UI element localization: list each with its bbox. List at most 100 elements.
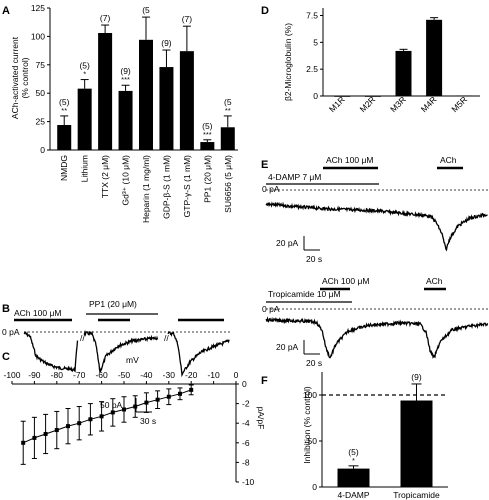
panel-b-scale-x-label: 30 s <box>140 416 156 426</box>
panel-f-y-tick-label: 100 <box>303 390 317 400</box>
panel-e-bottom-drug-label: Tropicamide 10 μM <box>268 289 341 299</box>
panel-d: β2-Microglobulin (%) 02.557.5 M1R M2R M3R M… <box>283 8 480 114</box>
panel-c-x-tick-label: -80 <box>51 370 64 380</box>
panel-c-point <box>32 435 37 440</box>
panel-d-category-label: M1R <box>327 94 347 114</box>
panel-f-significance: * <box>352 456 355 465</box>
panel-e-bottom-trace <box>265 316 489 359</box>
panel-a: ACh-activated current (% control) 0 25 50 7… <box>10 3 238 223</box>
panel-e-bottom-ach2-label: ACh <box>426 276 443 286</box>
panel-c: mV pA/pF -100 -90 -80 -70 -60 -50 -40 -30 -20 -10… <box>3 355 266 487</box>
panel-f-y-tick-label: 0 <box>312 482 317 492</box>
panel-a-significance: ** <box>61 106 67 115</box>
panel-c-point <box>166 394 171 399</box>
panel-a-bar <box>77 88 92 150</box>
panel-d-y-tick-label: 5 <box>313 37 318 47</box>
panel-a-n-label: (5) <box>202 121 213 131</box>
panel-f-letter: F <box>261 375 268 387</box>
panel-f-y-ticks: 0 50 100 <box>303 390 322 492</box>
panel-a-category-label: NMDG <box>59 155 69 181</box>
panel-a-significance: * <box>83 70 86 79</box>
panel-a-y-tick-label: 50 <box>36 88 46 98</box>
panel-a-n-label: (9) <box>120 66 131 76</box>
panel-d-y-tick-label: 7.5 <box>306 11 318 21</box>
panel-d-letter: D <box>261 5 269 17</box>
panel-c-y-tick-label: -2 <box>242 399 250 409</box>
panel-c-point <box>54 428 59 433</box>
panel-e-top-scale-y-label: 20 pA <box>276 238 299 248</box>
panel-d-bars <box>334 17 473 97</box>
panel-c-point <box>178 391 182 396</box>
panel-a-bar <box>220 127 235 150</box>
panel-c-point <box>66 424 70 429</box>
panel-a-ylabel-line2: (% control) <box>20 57 30 98</box>
panel-d-bar <box>456 95 473 97</box>
panel-b-ach-label: ACh 100 μM <box>14 308 61 318</box>
panel-a-category-label: Lithium <box>80 155 90 182</box>
panel-b-scale-y-label: 50 pA <box>100 400 123 410</box>
panel-c-point <box>43 431 48 436</box>
panel-a-significance: *** <box>203 130 212 139</box>
panel-a-y-tick-label: 125 <box>31 3 45 13</box>
panel-c-y-tick-label: -6 <box>242 438 250 448</box>
panel-b: ACh 100 μM PP1 (20 μM) 0 pA // // 50 pA … <box>2 299 230 426</box>
panel-c-point <box>110 410 115 415</box>
panel-b-pp1-label: PP1 (20 μM) <box>89 299 137 309</box>
panel-d-bar <box>364 96 381 97</box>
panel-a-category-label: PP1 (20 μM) <box>202 155 212 203</box>
panel-c-point <box>21 440 26 445</box>
panel-d-x-labels: M1R M2R M3R M4R M5R <box>327 94 469 114</box>
panel-f-bar <box>400 400 433 487</box>
panel-a-ylabel-line1: ACh-activated current <box>10 36 20 119</box>
panel-d-y-tick-label: 2.5 <box>306 64 318 74</box>
panel-f-n-label: (9) <box>411 372 422 382</box>
panel-a-bar <box>98 32 113 150</box>
panel-c-x-tick-label: -20 <box>185 370 198 380</box>
panel-c-y-tick-label: -4 <box>242 418 250 428</box>
panel-c-x-tick-label: -50 <box>118 370 131 380</box>
panel-e-top: ACh 100 μM 4-DAMP 7 μM ACh 0 pA 20 pA 20… <box>262 155 488 264</box>
panel-c-point <box>133 404 138 409</box>
panel-b-break-2: // <box>164 333 169 343</box>
panel-f-ylabel: Inhibition (% control) <box>302 386 312 464</box>
panel-d-category-label: M3R <box>388 94 408 114</box>
panel-e-top-zero-label: 0 pA <box>262 184 280 194</box>
panel-b-current-trace <box>167 330 230 378</box>
panel-a-n-label: (5 <box>224 97 232 107</box>
panel-c-xlabel: mV <box>126 355 139 365</box>
panel-a-y-tick-label: 75 <box>36 60 46 70</box>
panel-c-x-tick-label: -70 <box>73 370 86 380</box>
panel-c-x-tick-label: 0 <box>234 370 239 380</box>
panel-a-y-tick-label: 0 <box>40 145 45 155</box>
panel-a-letter: A <box>2 5 10 17</box>
panel-c-point <box>99 414 104 419</box>
panel-a-bar <box>118 90 133 150</box>
panel-e-top-ach2-label: ACh <box>440 155 457 165</box>
panel-e-top-trace <box>265 201 488 252</box>
panel-f-y-tick-label: 50 <box>308 436 318 446</box>
panel-a-category-label: SU6656 (5 μM) <box>223 155 233 213</box>
panel-d-y-tick-label: 0 <box>313 91 318 101</box>
panel-a-n-label: (5) <box>59 97 70 107</box>
panel-f: Inhibition (% control) 0 50 100 *(5) (9) 4-… <box>302 372 448 500</box>
panel-b-letter: B <box>2 303 10 315</box>
panel-c-line <box>22 389 192 444</box>
panel-a-category-label: TTX (2 μM) <box>100 155 110 198</box>
panel-c-letter: C <box>2 351 10 363</box>
panel-c-x-ticks: -100 -90 -80 -70 -60 -50 -40 -30 -20 -10 0 <box>3 370 239 384</box>
panel-c-x-tick-label: -40 <box>140 370 153 380</box>
panel-a-n-label: (5 <box>142 5 150 15</box>
panel-b-traces <box>23 329 230 378</box>
panel-a-y-ticks: 0 25 50 75 100 125 <box>31 3 50 155</box>
panel-a-significance: *** <box>121 75 130 84</box>
panel-e-bottom-ach-label: ACh 100 μM <box>322 276 369 286</box>
panel-e-bottom-scale-y-label: 20 pA <box>276 342 299 352</box>
panel-d-bar <box>334 96 351 97</box>
panel-a-category-label: Gd³⁺ (10 μM) <box>121 155 131 206</box>
panel-a-bar <box>57 125 72 150</box>
panel-c-point <box>189 387 194 392</box>
panel-a-bar <box>200 142 215 150</box>
panel-c-x-tick-label: -30 <box>163 370 176 380</box>
panel-a-bar <box>139 39 153 150</box>
